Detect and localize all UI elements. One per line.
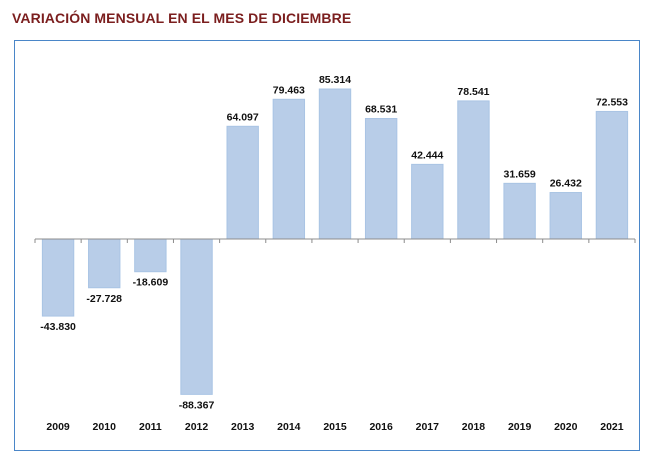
data-label-2009: -43.830 bbox=[40, 321, 76, 333]
tick-label-2013: 2013 bbox=[231, 421, 255, 433]
data-label-2012: -88.367 bbox=[179, 399, 215, 411]
data-label-2011: -18.609 bbox=[133, 277, 169, 289]
data-label-2015: 85.314 bbox=[319, 74, 351, 86]
tick-label-2010: 2010 bbox=[93, 421, 117, 433]
data-label-2017: 42.444 bbox=[411, 149, 443, 161]
data-label-2013: 64.097 bbox=[227, 111, 259, 123]
bar-2010 bbox=[88, 238, 121, 289]
bar-2018 bbox=[457, 100, 490, 240]
bar-2017 bbox=[411, 163, 444, 240]
tick-label-2017: 2017 bbox=[416, 421, 440, 433]
bar-2011 bbox=[134, 238, 167, 273]
data-label-2019: 31.659 bbox=[504, 168, 536, 180]
bars-layer bbox=[41, 88, 629, 395]
bar-2019 bbox=[503, 182, 536, 240]
tick-label-2020: 2020 bbox=[554, 421, 578, 433]
data-label-2020: 26.432 bbox=[550, 178, 582, 190]
tick-label-2011: 2011 bbox=[139, 421, 162, 433]
bar-2014 bbox=[272, 98, 306, 240]
data-label-2010: -27.728 bbox=[86, 293, 122, 305]
data-labels-layer: -43.830 -27.728 -18.609 -88.367 64.097 79.463… bbox=[40, 74, 628, 411]
tick-label-2021: 2021 bbox=[600, 421, 624, 433]
category-ticks-layer: 2009 2010 2011 2012 2013 2014 2015 2016 2017 2018… bbox=[34, 239, 636, 433]
tick-label-2015: 2015 bbox=[323, 421, 347, 433]
tick-label-2018: 2018 bbox=[462, 421, 486, 433]
data-label-2018: 78.541 bbox=[457, 86, 489, 98]
bar-2015 bbox=[318, 88, 352, 240]
bar-2013 bbox=[226, 125, 259, 240]
data-label-2016: 68.531 bbox=[365, 104, 397, 116]
data-label-2014: 79.463 bbox=[273, 84, 305, 96]
bar-2012 bbox=[180, 238, 213, 395]
data-label-2021: 72.553 bbox=[596, 96, 628, 108]
plot-frame bbox=[14, 40, 640, 451]
tick-label-2019: 2019 bbox=[508, 421, 532, 433]
tick-label-2012: 2012 bbox=[185, 421, 209, 433]
tick-label-2014: 2014 bbox=[277, 421, 301, 433]
chart-title: VARIACIÓN MENSUAL EN EL MES DE DICIEMBRE bbox=[12, 10, 352, 26]
tick-label-2009: 2009 bbox=[46, 421, 70, 433]
bar-2020 bbox=[549, 192, 582, 240]
bar-2016 bbox=[364, 118, 398, 240]
bar-2021 bbox=[595, 110, 629, 240]
bar-2009 bbox=[41, 238, 75, 317]
tick-label-2016: 2016 bbox=[369, 421, 393, 433]
